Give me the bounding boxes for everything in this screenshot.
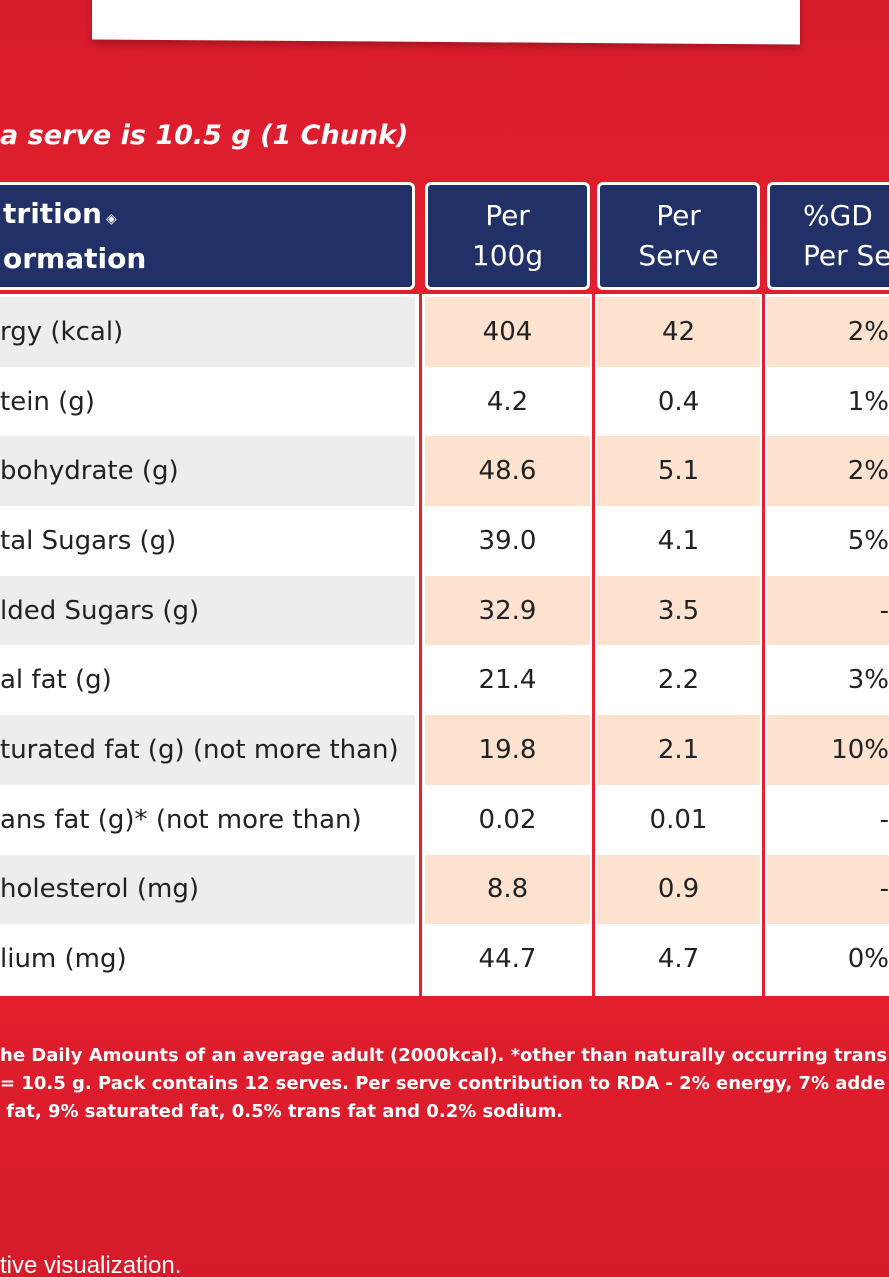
header-line: Per Se (803, 239, 889, 272)
nutrient-label: rgy (kcal) (0, 297, 415, 367)
title-banner (92, 0, 800, 45)
nutrient-value: - (767, 854, 889, 925)
nutrient-value: 39.0 (425, 506, 590, 576)
column-divider (762, 294, 765, 996)
nutrient-label: tein (g) (0, 366, 415, 437)
header-line: Per (656, 199, 701, 232)
nutrient-value: 4.2 (425, 366, 590, 437)
column-divider (592, 294, 595, 996)
nutrient-label: bohydrate (g) (0, 436, 415, 507)
header-line: %GD (803, 199, 873, 232)
nutrient-value: 0.4 (597, 366, 760, 437)
nutrient-label: lium (mg) (0, 924, 415, 994)
nutrient-value: 2% (767, 297, 889, 367)
nutrient-value: 4.1 (597, 506, 760, 576)
nutrient-value: - (767, 784, 889, 855)
header-line: 100g (471, 239, 544, 272)
nutrient-value: 0.9 (597, 854, 760, 925)
nutrient-label: turated fat (g) (not more than) (0, 715, 415, 785)
nutrient-value: 19.8 (425, 715, 590, 785)
nutrient-value: 0.02 (425, 784, 590, 855)
nutrient-value: 42 (597, 297, 760, 367)
nutrient-label: ans fat (g)* (not more than) (0, 784, 415, 855)
nutrient-value: 2.2 (597, 645, 760, 716)
nutrient-value: 10% (767, 715, 889, 785)
caption: tive visualization. (0, 1252, 182, 1277)
header-line: Serve (638, 239, 719, 272)
nutrient-value: 21.4 (425, 645, 590, 716)
nutrient-value: 4.7 (597, 924, 760, 994)
header-line: Per (485, 199, 530, 232)
nutrient-value: 0% (767, 924, 889, 994)
column-divider (419, 294, 422, 996)
nutrient-value: 5% (767, 506, 889, 576)
nutrient-label: lded Sugars (g) (0, 575, 415, 646)
serving-note: a serve is 10.5 g (1 Chunk) (0, 120, 409, 151)
footnote-line: fat, 9% saturated fat, 0.5% trans fat an… (0, 1101, 564, 1122)
header-cell: Per 100g (425, 182, 590, 290)
header-line: ormation (3, 241, 147, 275)
nutrient-value: 5.1 (597, 436, 760, 507)
nutrient-value: 1% (767, 366, 889, 437)
nutrient-value: 8.8 (425, 854, 590, 925)
nutrient-value: - (767, 575, 889, 646)
header-line: trition ◈ (3, 196, 117, 230)
nutrient-value: 2% (767, 436, 889, 507)
nutrient-value: 2.1 (597, 715, 760, 785)
nutrient-value: 3% (767, 645, 889, 716)
header-cell: trition ◈ ormation (0, 182, 415, 290)
nutrient-label: holesterol (mg) (0, 854, 415, 925)
footnote-line: he Daily Amounts of an average adult (20… (0, 1045, 888, 1066)
nutrient-value: 0.01 (597, 784, 760, 855)
nutrient-value: 404 (425, 297, 590, 367)
nutrient-label: tal Sugars (g) (0, 506, 415, 576)
header-cell: Per Serve (597, 182, 760, 290)
nutrient-label: al fat (g) (0, 645, 415, 716)
nutrient-value: 44.7 (425, 924, 590, 994)
nutrient-value: 48.6 (425, 436, 590, 507)
footnote-line: = 10.5 g. Pack contains 12 serves. Per s… (0, 1073, 886, 1094)
diamond-icon: ◈ (105, 210, 117, 227)
nutrient-value: 3.5 (597, 575, 760, 646)
header-cell: %GD Per Se (767, 182, 889, 290)
nutrient-value: 32.9 (425, 575, 590, 646)
